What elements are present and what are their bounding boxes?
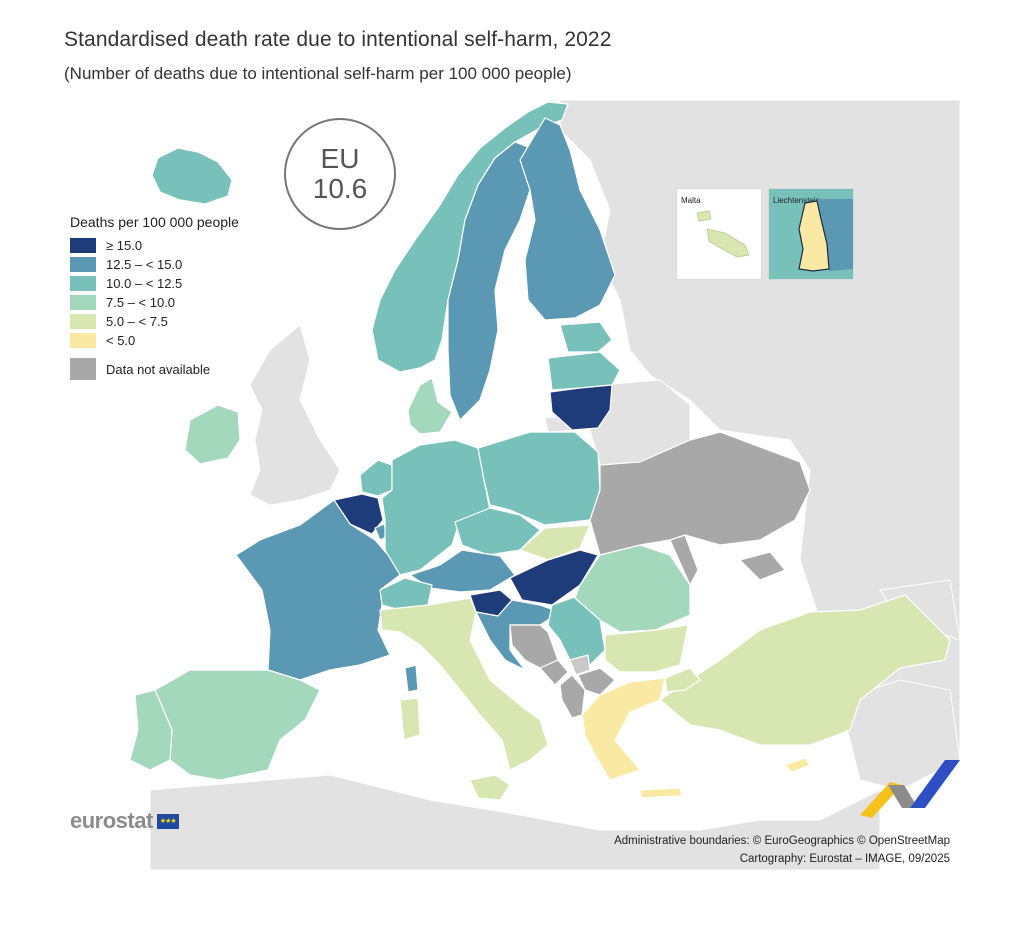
legend-label: < 5.0: [106, 333, 136, 348]
inset-liechtenstein-label: Liechtenstein: [773, 196, 821, 205]
austria-area: [817, 199, 853, 271]
non-eea-land: [149, 99, 961, 871]
country-spain[interactable]: [154, 669, 321, 781]
country-estonia[interactable]: [559, 321, 613, 353]
legend-item: 10.0 – < 12.5: [70, 274, 239, 293]
legend-swatch: [70, 238, 96, 253]
country-crimea[interactable]: [739, 551, 786, 581]
eu-badge-value: 10.6: [312, 173, 368, 204]
legend-item-na: Data not available: [70, 358, 239, 380]
legend-label: ≥ 15.0: [106, 238, 143, 253]
eu-flag-icon: ★★★: [156, 813, 179, 829]
eurostat-logo: eurostat ★★★: [70, 808, 179, 834]
country-north-macedonia[interactable]: [577, 667, 616, 696]
eu-badge-label: EU: [320, 143, 360, 174]
swoosh-yellow: [860, 782, 902, 818]
country-kosovo[interactable]: [569, 654, 591, 676]
inset-malta-label: Malta: [681, 196, 701, 205]
country-denmark[interactable]: [407, 377, 453, 435]
country-portugal[interactable]: [129, 689, 173, 771]
legend-item: 12.5 – < 15.0: [70, 255, 239, 274]
eurostat-wordmark: eurostat: [70, 808, 153, 833]
legend: Deaths per 100 000 people ≥ 15.0 12.5 – …: [70, 214, 239, 380]
country-sardinia[interactable]: [399, 697, 421, 741]
legend-swatch: [70, 333, 96, 348]
country-lithuania[interactable]: [549, 384, 613, 431]
legend-label: 7.5 – < 10.0: [106, 295, 176, 310]
country-cyprus[interactable]: [784, 757, 811, 773]
country-france[interactable]: [235, 499, 401, 681]
chart-subtitle: (Number of deaths due to intentional sel…: [64, 64, 572, 83]
legend-title: Deaths per 100 000 people: [70, 214, 239, 230]
country-czechia[interactable]: [454, 507, 541, 556]
country-corsica[interactable]: [404, 664, 419, 693]
swoosh-blue: [910, 760, 960, 808]
inset-liechtenstein: Liechtenstein: [768, 188, 854, 280]
credits-boundaries: Administrative boundaries: © EuroGeograp…: [614, 835, 950, 847]
legend-swatch: [70, 314, 96, 329]
country-montenegro[interactable]: [539, 659, 569, 686]
country-ukraine[interactable]: [589, 431, 811, 556]
country-greece[interactable]: [581, 677, 666, 781]
inset-malta-map: [696, 210, 750, 258]
country-italy[interactable]: [379, 597, 549, 771]
country-turkiye-thrace[interactable]: [664, 667, 701, 693]
chart-title: Standardised death rate due to intention…: [64, 28, 612, 51]
north-africa-land: [149, 774, 881, 871]
legend-swatch: [70, 276, 96, 291]
uk-land: [249, 324, 341, 506]
legend-item: 7.5 – < 10.0: [70, 293, 239, 312]
credits: Administrative boundaries: © EuroGeograp…: [614, 832, 950, 868]
legend-label: 10.0 – < 12.5: [106, 276, 183, 291]
country-slovakia[interactable]: [519, 524, 591, 561]
legend-label-na: Data not available: [106, 361, 211, 377]
legend-item: 5.0 – < 7.5: [70, 312, 239, 331]
countries: [129, 101, 951, 801]
country-crete[interactable]: [639, 787, 683, 799]
country-ireland[interactable]: [184, 404, 241, 465]
legend-swatch: [70, 295, 96, 310]
eu-average-badge: EU 10.6: [284, 118, 396, 230]
country-iceland[interactable]: [151, 147, 233, 205]
country-netherlands[interactable]: [359, 459, 393, 497]
legend-label: 5.0 – < 7.5: [106, 314, 168, 329]
country-norway[interactable]: [371, 101, 569, 373]
legend-item: ≥ 15.0: [70, 236, 239, 255]
malta-island[interactable]: [706, 228, 750, 258]
swoosh-grey: [888, 785, 918, 808]
credits-cartography: Cartography: Eurostat – IMAGE, 09/2025: [739, 853, 950, 865]
legend-label: 12.5 – < 15.0: [106, 257, 183, 272]
legend-item: < 5.0: [70, 331, 239, 350]
gozo-island[interactable]: [696, 210, 712, 222]
country-sweden[interactable]: [447, 141, 536, 421]
eurostat-swoosh: [860, 760, 960, 818]
inset-malta: Malta: [676, 188, 762, 280]
legend-swatch: [70, 257, 96, 272]
country-latvia[interactable]: [547, 351, 621, 391]
inset-liechtenstein-map: [798, 199, 853, 272]
country-sicily[interactable]: [469, 774, 511, 801]
liechtenstein-shape[interactable]: [798, 200, 830, 272]
country-bulgaria[interactable]: [604, 624, 689, 673]
country-germany[interactable]: [381, 439, 491, 576]
country-finland[interactable]: [519, 117, 616, 321]
country-hungary[interactable]: [509, 549, 599, 606]
legend-swatch-na: [70, 358, 96, 380]
country-turkiye[interactable]: [659, 594, 951, 746]
